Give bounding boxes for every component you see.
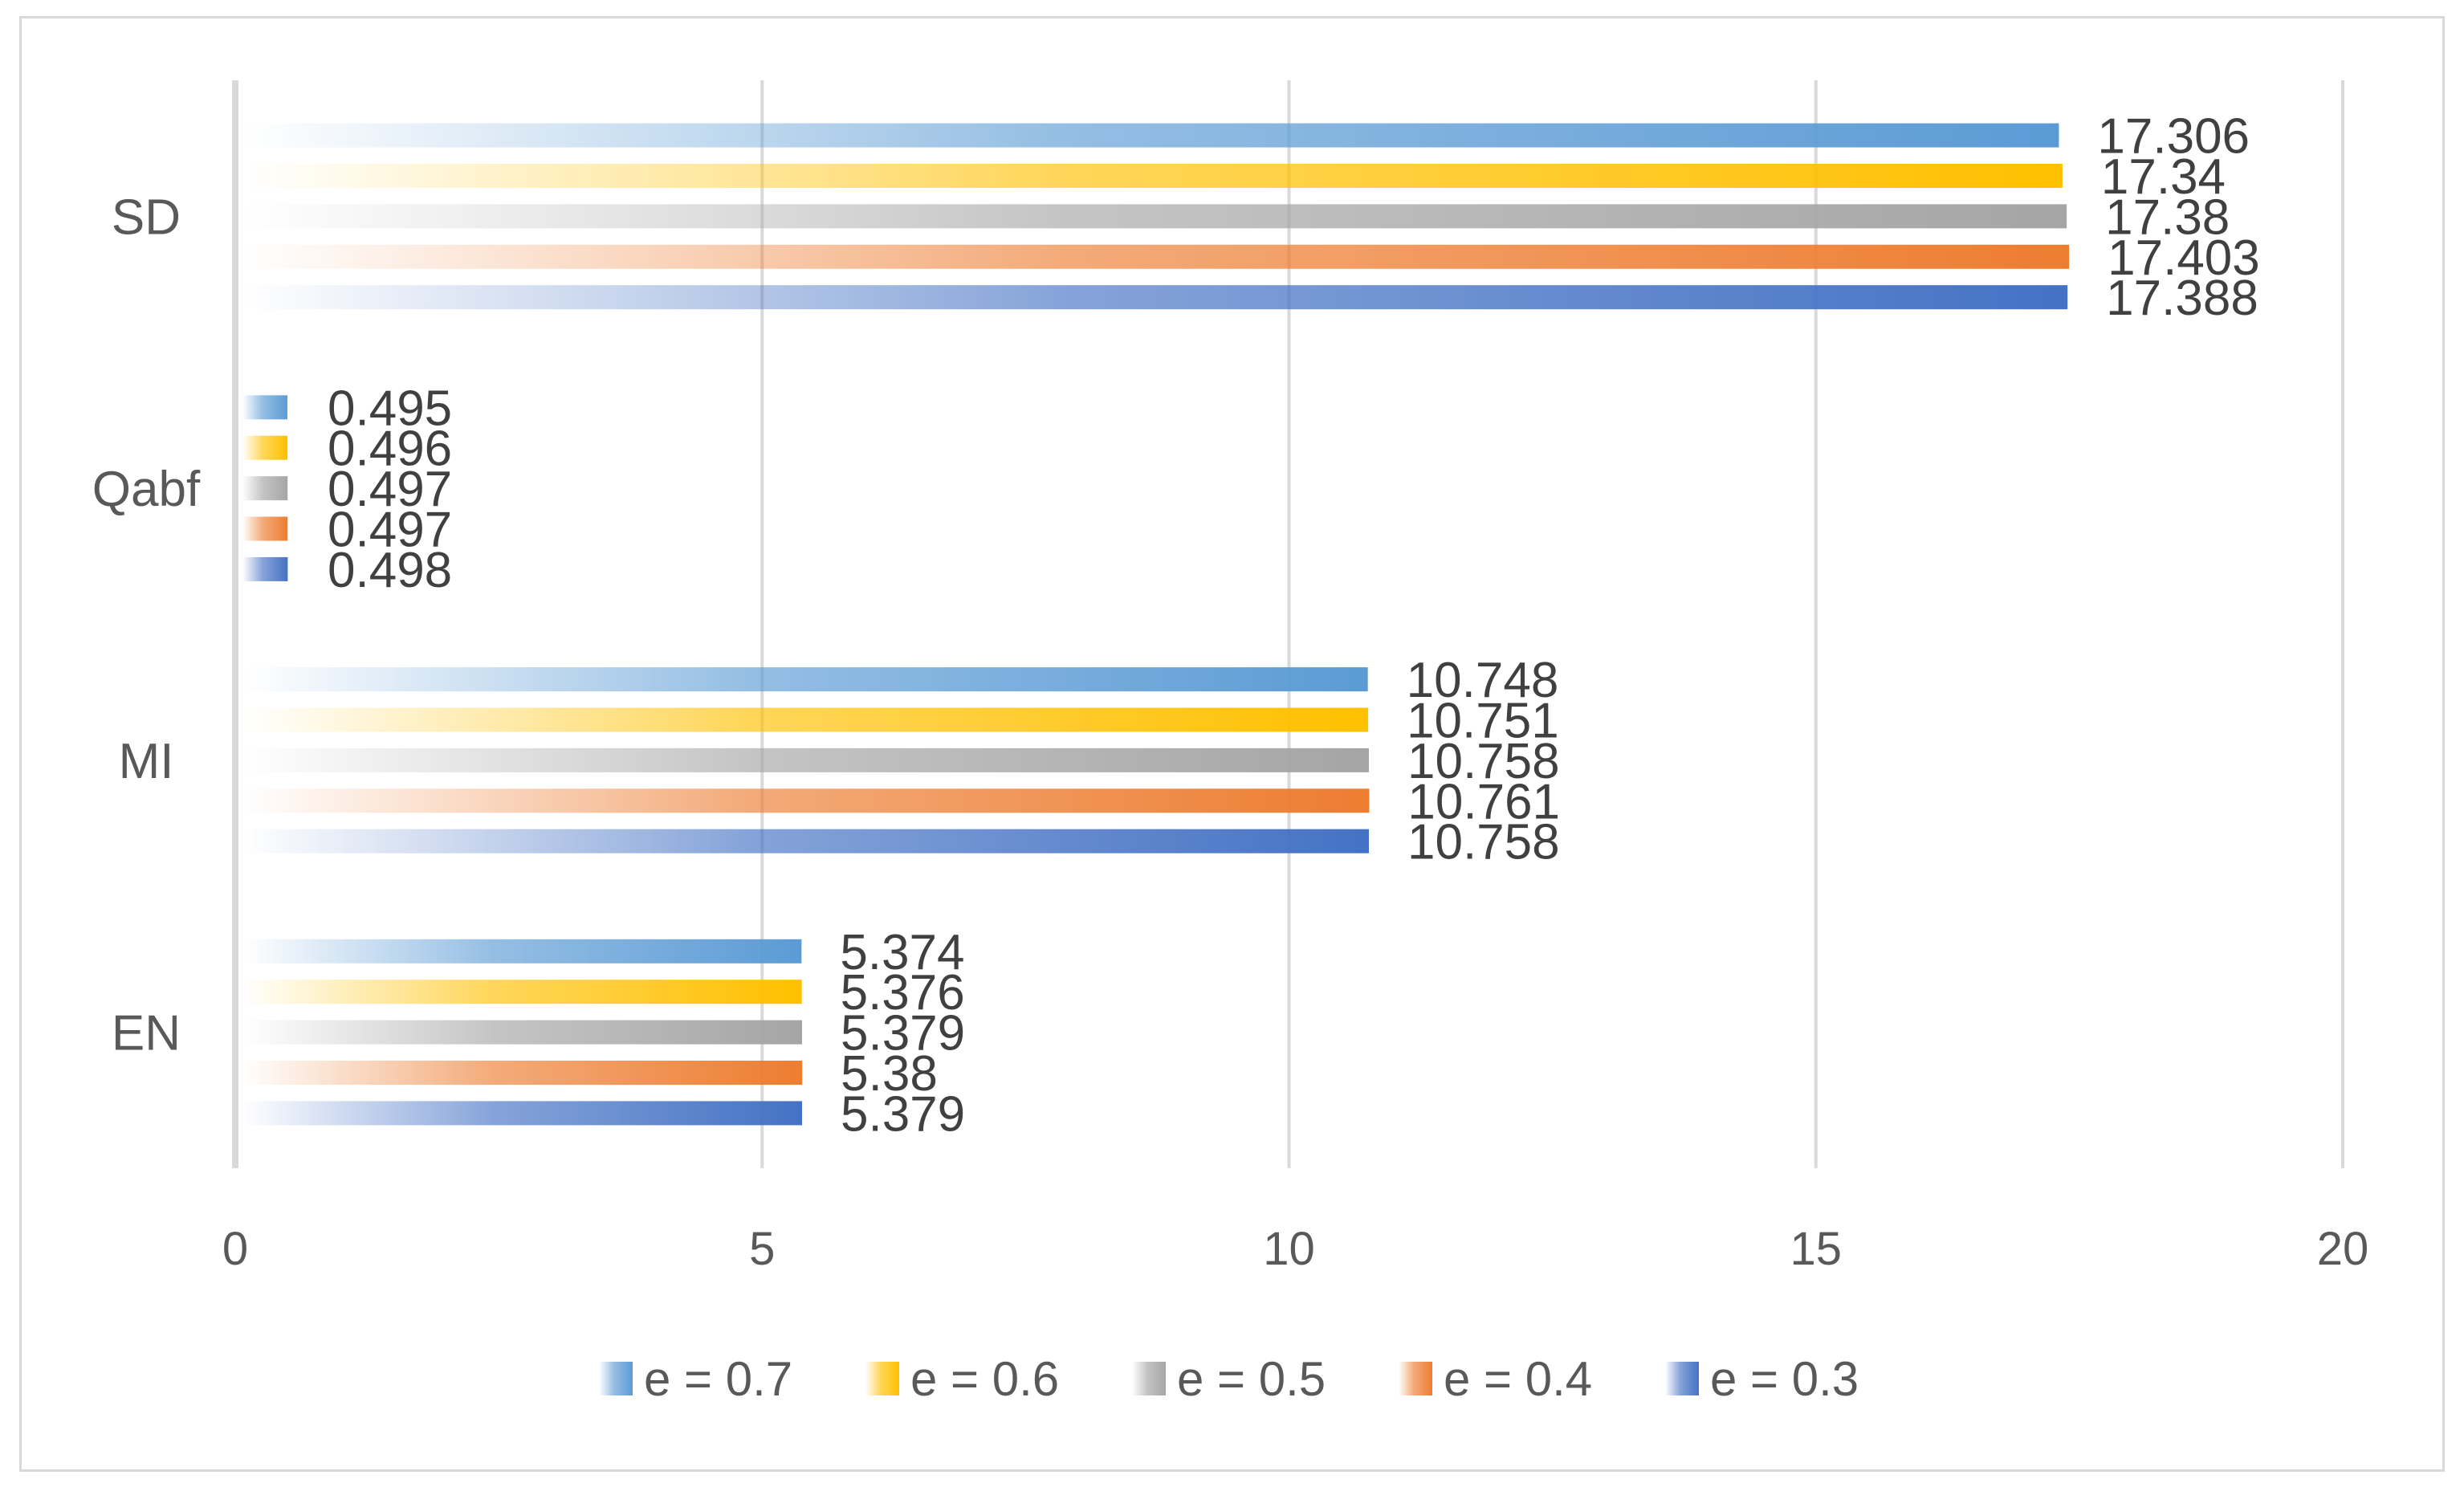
category-label-qabf: Qabf [92, 462, 201, 517]
legend-swatch-0 [599, 1362, 633, 1395]
bars [242, 123, 2070, 1126]
data-label-en-4: 5.379 [841, 1086, 965, 1142]
data-label-sd-1: 17.34 [2101, 149, 2226, 205]
x-axis-ticks: 0 5 10 15 20 [222, 1223, 2368, 1275]
x-tick-label-15: 15 [1790, 1223, 1842, 1275]
data-label-qabf-1: 0.496 [328, 422, 452, 477]
legend-label-3: e = 0.4 [1444, 1352, 1592, 1406]
legend-label-0: e = 0.7 [644, 1352, 792, 1406]
legend-swatch-1 [865, 1362, 899, 1395]
bar-qabf-3 [242, 516, 288, 541]
data-label-qabf-3: 0.497 [328, 503, 452, 558]
data-label-sd-0: 17.306 [2097, 109, 2250, 165]
bar-en-1 [242, 980, 802, 1004]
data-label-sd-2: 17.38 [2105, 189, 2230, 245]
bar-sd-0 [242, 123, 2059, 148]
x-tick-label-10: 10 [1263, 1223, 1315, 1275]
bar-mi-2 [242, 748, 1369, 772]
bar-en-4 [242, 1101, 802, 1126]
data-label-qabf-4: 0.498 [328, 543, 452, 598]
category-label-mi: MI [119, 734, 174, 789]
x-tick-label-0: 0 [222, 1223, 248, 1275]
bar-sd-1 [242, 163, 2063, 188]
bar-qabf-4 [242, 556, 288, 581]
data-label-mi-0: 10.748 [1407, 653, 1559, 708]
data-label-en-1: 5.376 [841, 965, 965, 1020]
legend-label-4: e = 0.3 [1710, 1352, 1859, 1406]
bar-qabf-2 [242, 476, 288, 501]
bar-en-3 [242, 1061, 803, 1086]
bar-mi-4 [242, 829, 1369, 853]
data-label-sd-3: 17.403 [2108, 230, 2260, 286]
bar-qabf-0 [242, 395, 287, 420]
data-label-qabf-2: 0.497 [328, 462, 452, 517]
legend: e = 0.7 e = 0.6 e = 0.5 e = 0.4 e = 0.3 [599, 1352, 1859, 1406]
data-label-sd-4: 17.388 [2106, 271, 2258, 326]
legend-label-2: e = 0.5 [1177, 1352, 1326, 1406]
category-label-sd: SD [112, 189, 181, 245]
bar-qabf-1 [242, 435, 288, 460]
data-label-mi-4: 10.758 [1407, 815, 1560, 870]
bar-en-0 [242, 939, 802, 963]
legend-swatch-3 [1399, 1362, 1432, 1395]
category-label-en: EN [112, 1006, 181, 1061]
bar-mi-3 [242, 788, 1370, 813]
bar-mi-0 [242, 667, 1368, 692]
data-label-en-2: 5.379 [841, 1006, 965, 1061]
bar-sd-3 [242, 244, 2070, 269]
bar-sd-2 [242, 204, 2067, 229]
data-label-en-0: 5.374 [840, 925, 964, 980]
legend-swatch-4 [1665, 1362, 1699, 1395]
data-label-mi-1: 10.751 [1407, 693, 1559, 748]
data-label-mi-3: 10.761 [1407, 774, 1560, 829]
data-label-en-3: 5.38 [841, 1046, 938, 1102]
bar-mi-1 [242, 707, 1369, 732]
data-labels: 5.3745.3765.3795.385.37910.74810.75110.7… [328, 109, 2260, 1143]
category-labels: EN MI Qabf SD [92, 189, 201, 1061]
data-label-qabf-0: 0.495 [328, 381, 452, 436]
legend-label-1: e = 0.6 [910, 1352, 1059, 1406]
data-label-mi-2: 10.758 [1407, 734, 1560, 789]
x-tick-label-20: 20 [2317, 1223, 2369, 1275]
legend-swatch-2 [1132, 1362, 1166, 1395]
bar-en-2 [242, 1020, 802, 1045]
bar-sd-4 [242, 285, 2068, 310]
x-tick-label-5: 5 [749, 1223, 775, 1275]
